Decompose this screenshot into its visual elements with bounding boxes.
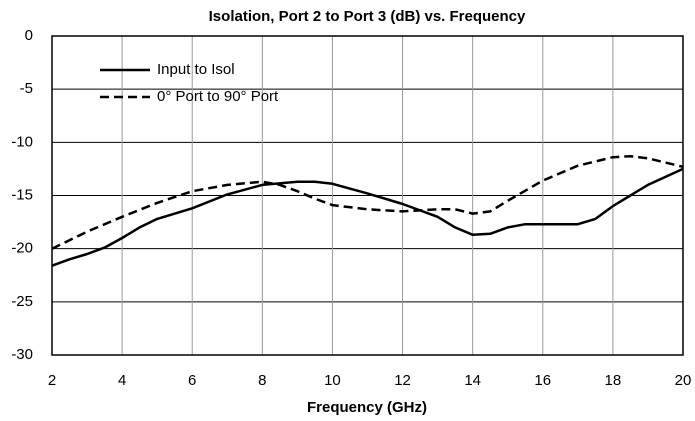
y-tick-label: -5 <box>20 80 33 97</box>
x-tick-label: 16 <box>534 372 551 389</box>
y-tick-label: 0 <box>25 27 33 44</box>
x-tick-label: 2 <box>48 372 56 389</box>
x-axis-label: Frequency (GHz) <box>307 399 427 416</box>
line-series <box>51 167 684 267</box>
x-tick-label: 12 <box>394 372 411 389</box>
x-tick-label: 4 <box>118 372 126 389</box>
legend-label: Input to Isol <box>157 61 235 78</box>
x-tick-label: 18 <box>605 372 622 389</box>
plot-border <box>51 35 684 356</box>
legend-label: 0° Port to 90° Port <box>157 88 279 105</box>
chart-title: Isolation, Port 2 to Port 3 (dB) vs. Fre… <box>209 8 526 25</box>
y-tick-label: -30 <box>11 346 33 363</box>
x-tick-label: 14 <box>464 372 481 389</box>
y-tick-label: -25 <box>11 293 33 310</box>
x-tick-label: 10 <box>324 372 341 389</box>
y-tick-label: -15 <box>11 186 33 203</box>
x-tick-label: 8 <box>258 372 266 389</box>
line-series <box>51 154 684 250</box>
x-tick-label: 6 <box>188 372 196 389</box>
x-tick-label: 20 <box>675 372 692 389</box>
y-tick-label: -20 <box>11 240 33 257</box>
y-tick-label: -10 <box>11 133 33 150</box>
